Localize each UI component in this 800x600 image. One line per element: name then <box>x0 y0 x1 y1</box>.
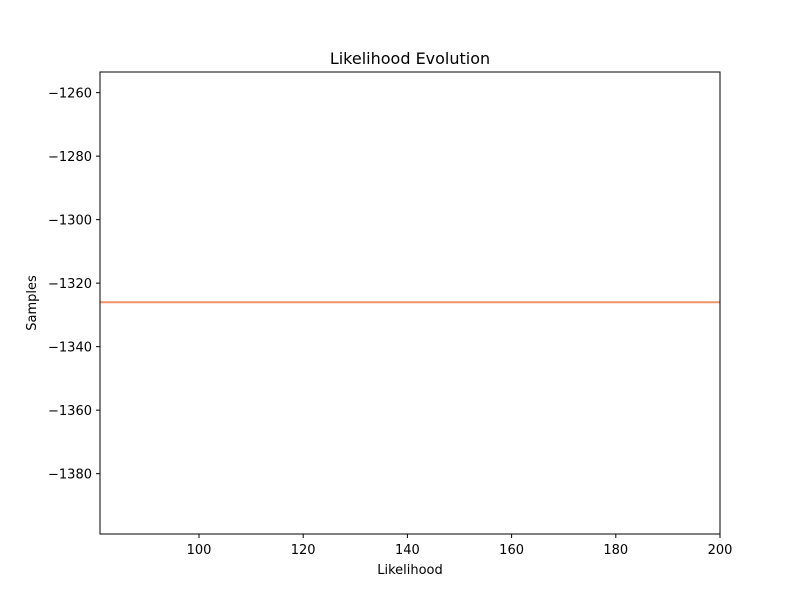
y-tick-label: −1300 <box>48 214 92 229</box>
y-tick-label: −1380 <box>48 468 92 483</box>
y-tick-label: −1360 <box>48 404 92 419</box>
x-axis: 100 120 140 160 180 200 <box>187 534 733 558</box>
axes-frame <box>99 71 721 535</box>
y-tick-label: −1320 <box>48 277 92 292</box>
x-tick-label: 100 <box>187 543 212 558</box>
y-tick-label: −1280 <box>48 150 92 165</box>
x-axis-label: Likelihood <box>377 563 443 578</box>
x-tick-label: 120 <box>291 543 316 558</box>
x-tick-label: 160 <box>499 543 524 558</box>
chart-title: Likelihood Evolution <box>330 49 490 68</box>
x-tick-label: 140 <box>395 543 420 558</box>
y-tick-label: −1260 <box>48 87 92 102</box>
x-tick-label: 180 <box>603 543 628 558</box>
x-tick-label: 200 <box>708 543 733 558</box>
y-tick-label: −1340 <box>48 341 92 356</box>
y-axis-label: Samples <box>25 275 40 331</box>
y-axis: −1260 −1280 −1300 −1320 −1340 −1360 −1380 <box>48 87 100 483</box>
